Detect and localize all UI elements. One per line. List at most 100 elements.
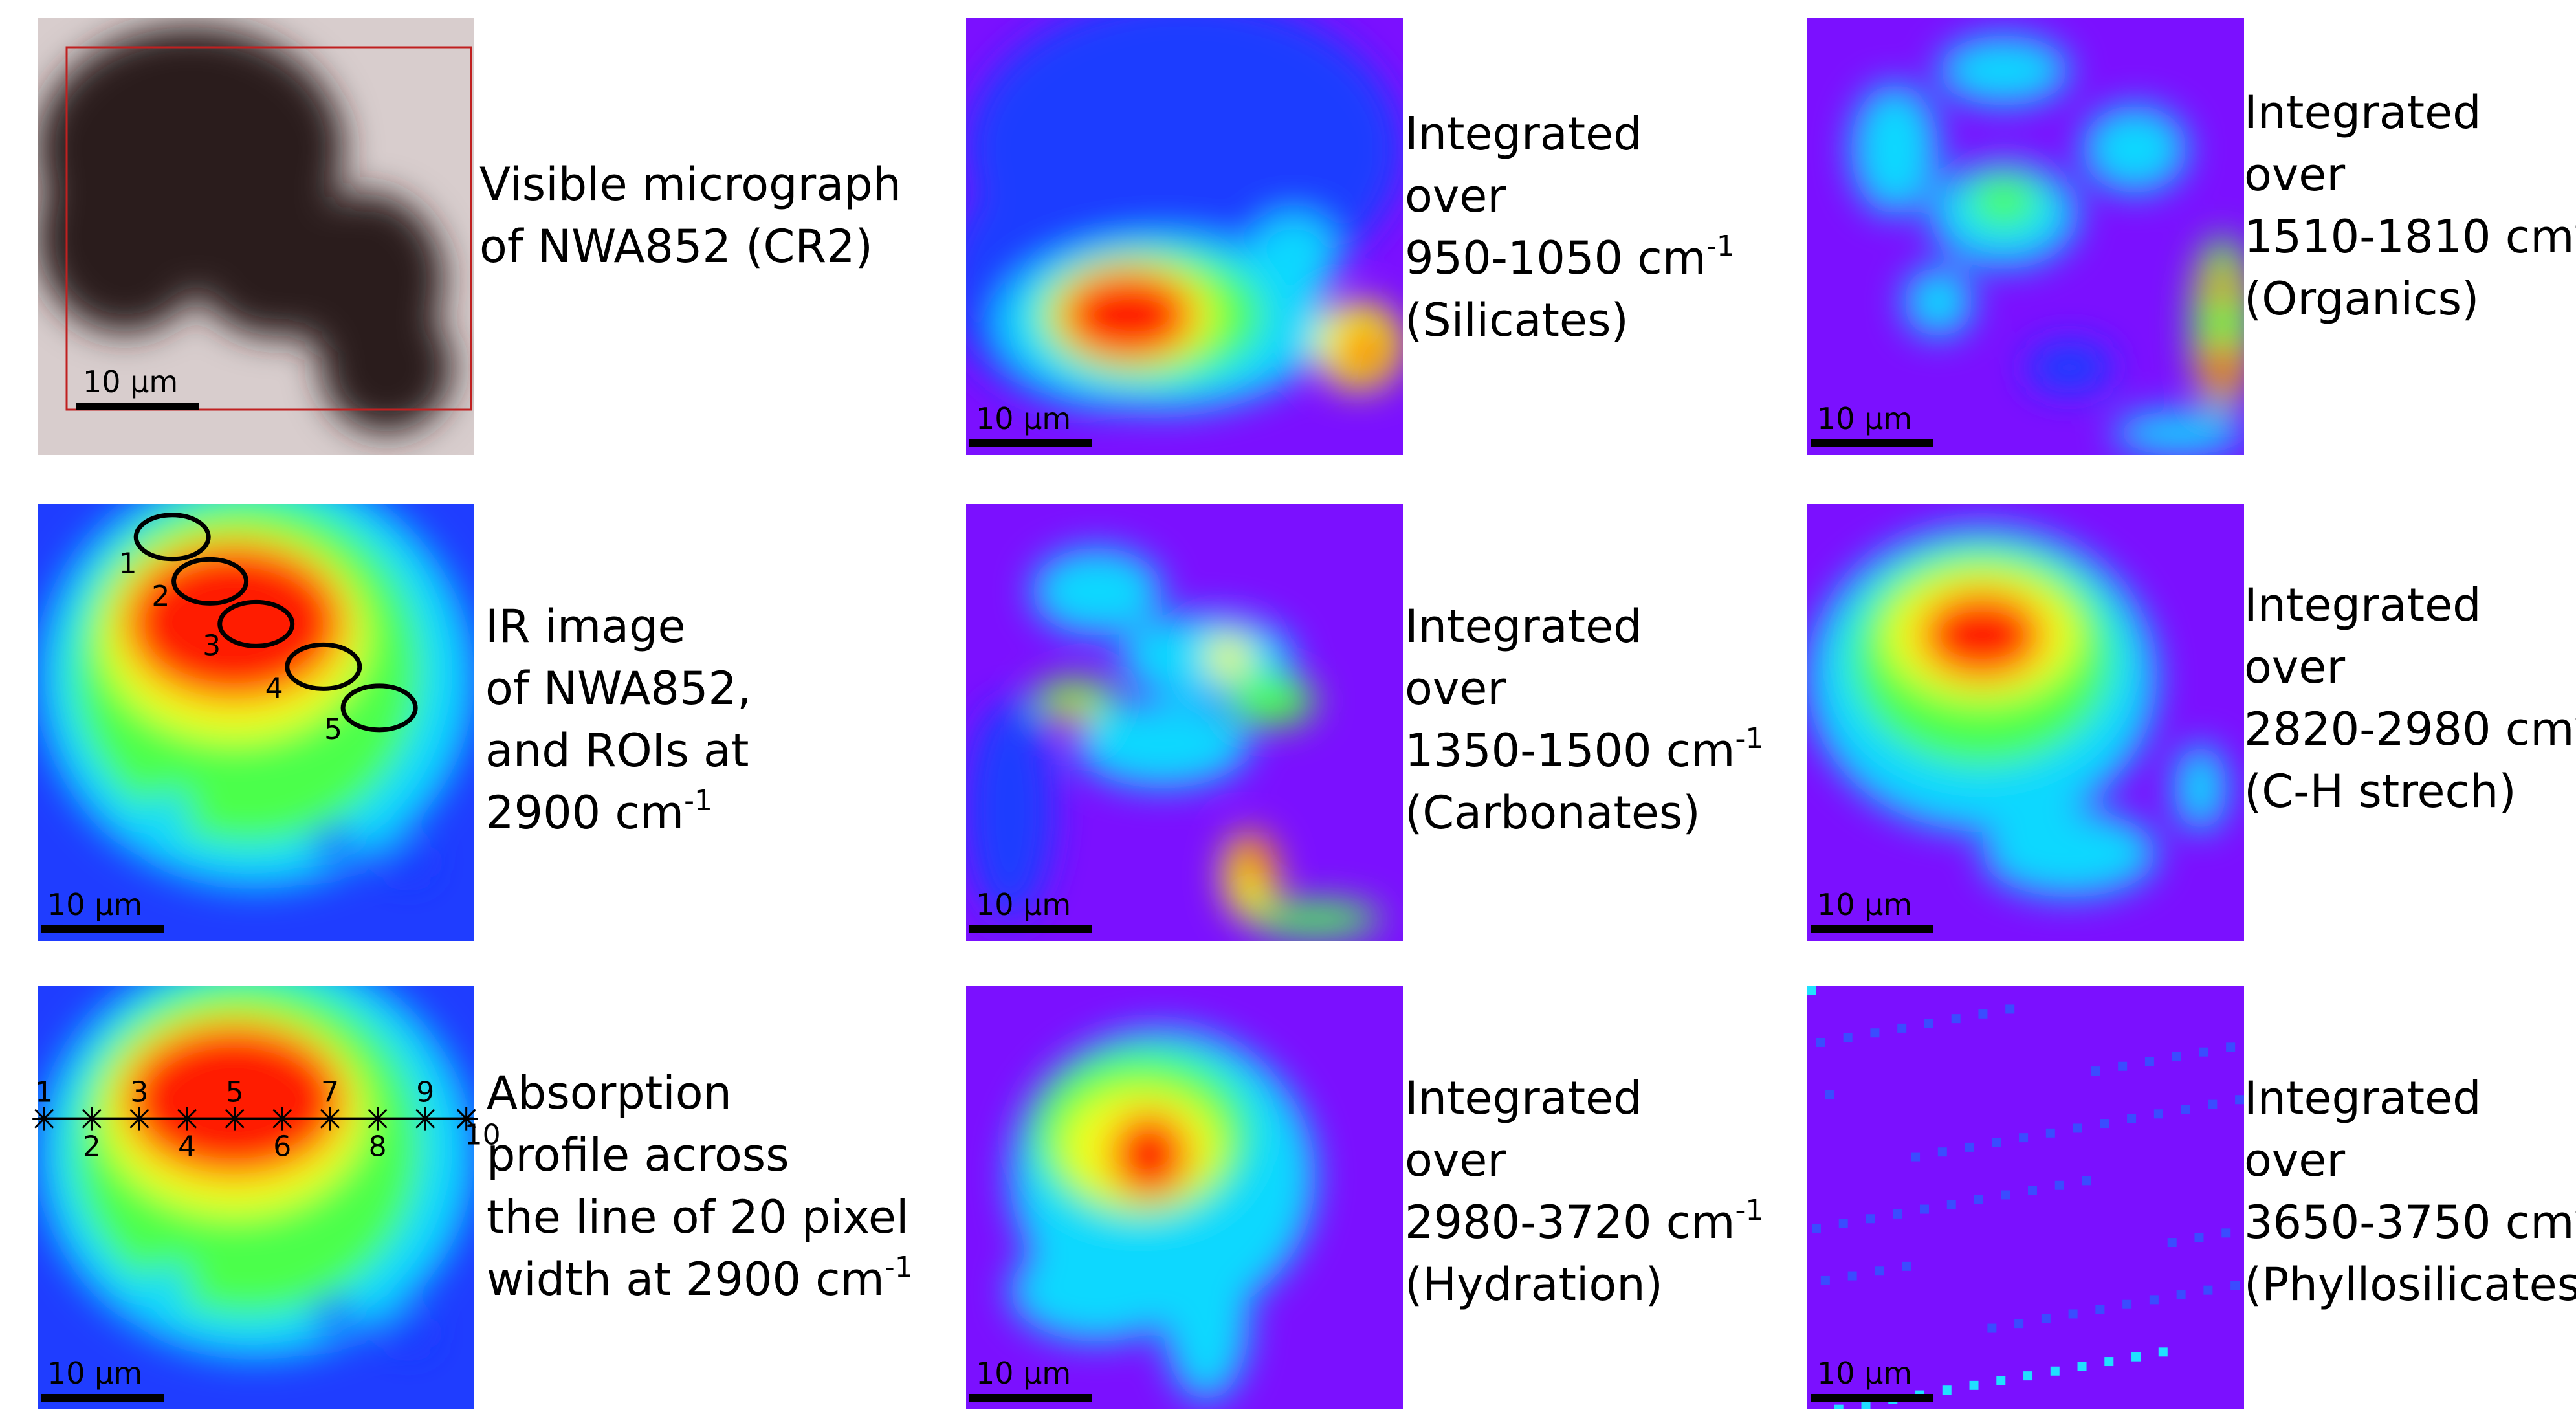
caption-text: 950-1050 cm <box>1405 232 1706 285</box>
heat-blob <box>313 1299 357 1333</box>
pixel <box>1812 1224 1821 1233</box>
scale-bar <box>1811 1394 1933 1402</box>
profile-label: 6 <box>273 1131 291 1164</box>
pixel <box>1848 1272 1857 1281</box>
pixel <box>1924 1019 1933 1028</box>
caption-sup: -1 <box>1735 722 1763 755</box>
pixel <box>2095 1305 2104 1314</box>
panel-image <box>38 469 474 941</box>
caption-line: over <box>1405 662 1506 715</box>
heat-blob <box>2205 337 2240 399</box>
caption-line: of NWA852, <box>485 662 751 715</box>
pixel <box>2235 1095 2244 1104</box>
pixel <box>1992 1138 2001 1147</box>
caption-text: 2820-2980 cm <box>2244 703 2574 756</box>
pixel <box>2159 1347 2168 1356</box>
heat-blob <box>1982 810 2157 898</box>
pixel <box>2091 1066 2100 1076</box>
heat-blob <box>147 793 191 828</box>
panel-image <box>1807 18 2253 455</box>
scale-bar-label: 10 μm <box>1817 887 1912 922</box>
pixel <box>1970 1381 1979 1390</box>
heat-blob <box>387 845 431 880</box>
panel: 10 μmIntegratedover2980-3720 cm-1(Hydrat… <box>966 986 1763 1409</box>
pixel <box>1952 1014 1961 1023</box>
heat-blob <box>1851 83 1939 215</box>
pixel <box>1870 1028 1879 1037</box>
pixel <box>2019 1133 2028 1142</box>
caption-line: over <box>2244 1134 2345 1187</box>
heat-blob <box>1250 901 1382 936</box>
pixel <box>1965 1143 1974 1152</box>
heat-blob <box>1921 591 2043 679</box>
scale-bar <box>41 925 164 933</box>
caption-line: IR image <box>485 600 686 653</box>
caption-line: 2900 cm-1 <box>485 784 712 839</box>
pixel <box>2221 1228 2230 1237</box>
grain-blob <box>38 140 212 333</box>
caption-line: Integrated <box>1405 1072 1642 1125</box>
pixel <box>2168 1238 2177 1247</box>
profile-label: 7 <box>321 1076 339 1109</box>
roi-label: 4 <box>265 672 283 705</box>
pixel <box>2069 1309 2078 1318</box>
heat-blob <box>1163 1231 1250 1401</box>
caption-text: 1510-1810 cm <box>2244 210 2574 263</box>
caption-line: Integrated <box>1405 107 1642 160</box>
pixel <box>2181 1105 2190 1114</box>
profile-label: 4 <box>178 1131 196 1164</box>
pixel <box>2055 1181 2064 1190</box>
caption-line: over <box>2244 148 2345 201</box>
profile-label: 9 <box>416 1076 434 1109</box>
heat <box>944 0 1403 412</box>
pixel <box>2104 1357 2113 1366</box>
pixel <box>2023 1371 2032 1380</box>
caption-text: 2980-3720 cm <box>1405 1196 1735 1249</box>
scale-bar <box>1811 925 1933 933</box>
heat <box>38 952 474 1359</box>
pixel <box>1897 1024 1906 1033</box>
pixel <box>2172 1052 2181 1061</box>
caption-line: (Organics) <box>2244 272 2479 325</box>
caption-line: Integrated <box>2244 579 2482 632</box>
caption-line: (Carbonates) <box>1405 786 1701 839</box>
panel-image <box>966 986 1403 1409</box>
scale-bar-label: 10 μm <box>47 887 142 922</box>
caption-line: 950-1050 cm-1 <box>1405 230 1735 285</box>
pixel <box>1875 1266 1884 1275</box>
scale-bar-label: 10 μm <box>976 401 1071 436</box>
heat-blob <box>1939 36 2070 105</box>
heat-blob <box>1241 836 1268 888</box>
pixel <box>1816 1038 1825 1047</box>
caption-sup: -1 <box>684 784 712 817</box>
panel-image <box>966 504 1403 941</box>
pixel <box>1943 1385 1952 1395</box>
caption-line: (Phyllosilicates) <box>2244 1258 2576 1311</box>
figure: 10 μmVisible micrographof NWA852 (CR2)10… <box>0 0 2576 1409</box>
profile-label: 10 <box>465 1119 501 1152</box>
heat-blob <box>387 1316 431 1350</box>
pixel <box>1947 1200 1956 1209</box>
heat-blob <box>1110 1113 1189 1198</box>
pixel <box>1938 1147 1947 1156</box>
heat-blob <box>313 828 357 863</box>
heat-blob <box>1031 548 1163 635</box>
pixel <box>2194 1233 2203 1242</box>
profile-label: 8 <box>369 1131 387 1164</box>
heat-blob <box>1010 1240 1185 1341</box>
caption-line: over <box>2244 641 2345 694</box>
pixel <box>2028 1186 2037 1195</box>
panel: 10 μmIR imageof NWA852,and ROIs at2900 c… <box>38 469 751 941</box>
scale-bar-label: 10 μm <box>1817 401 1912 436</box>
caption-line: 2820-2980 cm-1 <box>2244 701 2576 756</box>
pixel <box>1987 1324 1996 1333</box>
heat-blob <box>1062 272 1194 359</box>
heat-blob <box>1904 267 1974 337</box>
scale-bar-label: 10 μm <box>976 1356 1071 1391</box>
caption-line: profile across <box>487 1129 789 1182</box>
scale-bar <box>76 403 199 410</box>
heat-blob <box>966 701 1053 920</box>
